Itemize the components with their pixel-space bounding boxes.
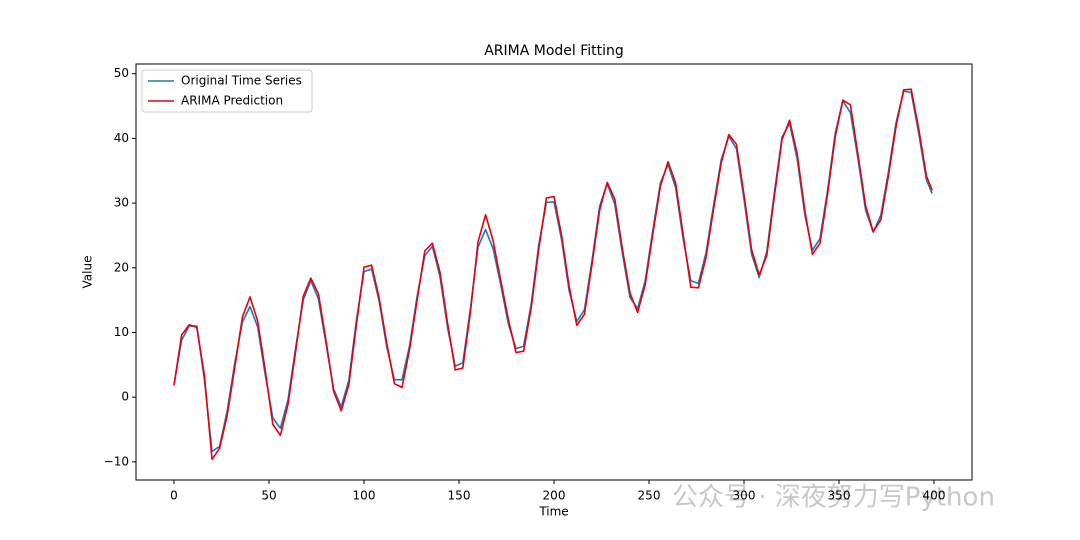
- x-tick-label: 0: [170, 489, 178, 503]
- y-tick-label: 0: [121, 390, 129, 404]
- y-tick-label: 20: [114, 260, 129, 274]
- y-tick-label: 50: [114, 66, 129, 80]
- data-line: [173, 88, 933, 461]
- x-tick-label: 200: [543, 489, 566, 503]
- chart-title: ARIMA Model Fitting: [484, 43, 624, 59]
- y-tick-label: −10: [104, 454, 129, 468]
- y-axis-label: Value: [81, 256, 95, 289]
- x-tick-label: 300: [733, 489, 756, 503]
- y-tick-label: 30: [114, 196, 129, 210]
- y-tick-label: 40: [114, 131, 129, 145]
- axes-frame: [135, 63, 973, 481]
- legend-label: ARIMA Prediction: [181, 94, 283, 108]
- watermark: 公众号 · 深夜努力写Python: [672, 483, 995, 513]
- y-tick-label: 10: [114, 325, 129, 339]
- legend-label: Original Time Series: [181, 74, 302, 88]
- x-tick-label: 350: [828, 489, 851, 503]
- x-tick-label: 400: [923, 489, 946, 503]
- x-tick-label: 250: [638, 489, 661, 503]
- x-axis-label: Time: [538, 505, 568, 519]
- legend: Original Time Series ARIMA Prediction: [141, 69, 313, 113]
- x-tick-label: 100: [353, 489, 376, 503]
- x-tick-label: 150: [448, 489, 471, 503]
- plot-area: [173, 88, 933, 461]
- x-tick-label: 50: [261, 489, 276, 503]
- data-line: [173, 90, 933, 453]
- legend-box: [141, 69, 313, 113]
